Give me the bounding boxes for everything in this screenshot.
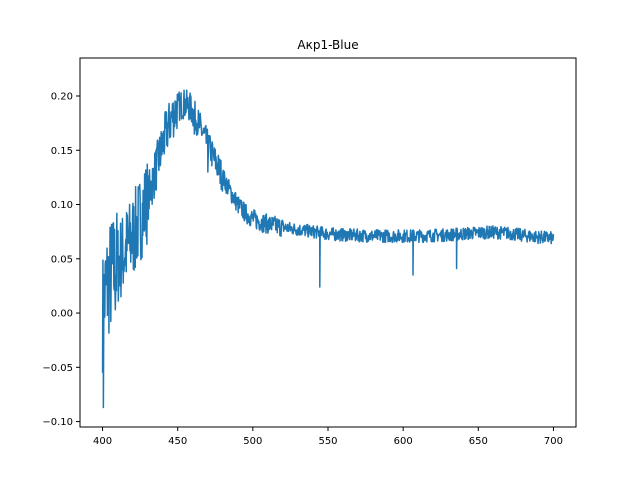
x-tick-label: 600 bbox=[394, 436, 413, 447]
x-tick-label: 550 bbox=[318, 436, 337, 447]
x-tick-label: 650 bbox=[469, 436, 488, 447]
x-tick-label: 700 bbox=[544, 436, 563, 447]
x-axis: 400 450 500 550 600 650 700 bbox=[93, 427, 563, 447]
y-tick-label: 0.00 bbox=[51, 309, 73, 320]
y-tick-label: 0.05 bbox=[51, 254, 73, 265]
y-axis: −0.10 −0.05 0.00 0.05 0.10 0.15 0.20 bbox=[42, 91, 80, 428]
y-tick-label: 0.15 bbox=[51, 146, 73, 157]
y-tick-label: 0.10 bbox=[51, 200, 73, 211]
x-tick-label: 400 bbox=[93, 436, 112, 447]
y-tick-label: 0.20 bbox=[51, 91, 73, 102]
y-tick-label: −0.10 bbox=[42, 417, 73, 428]
plot-area bbox=[101, 89, 555, 409]
y-tick-label: −0.05 bbox=[42, 363, 73, 374]
x-tick-label: 450 bbox=[168, 436, 187, 447]
x-tick-label: 500 bbox=[243, 436, 262, 447]
series-line bbox=[101, 89, 555, 409]
chart-title: Aкp1-Blue bbox=[297, 38, 358, 52]
